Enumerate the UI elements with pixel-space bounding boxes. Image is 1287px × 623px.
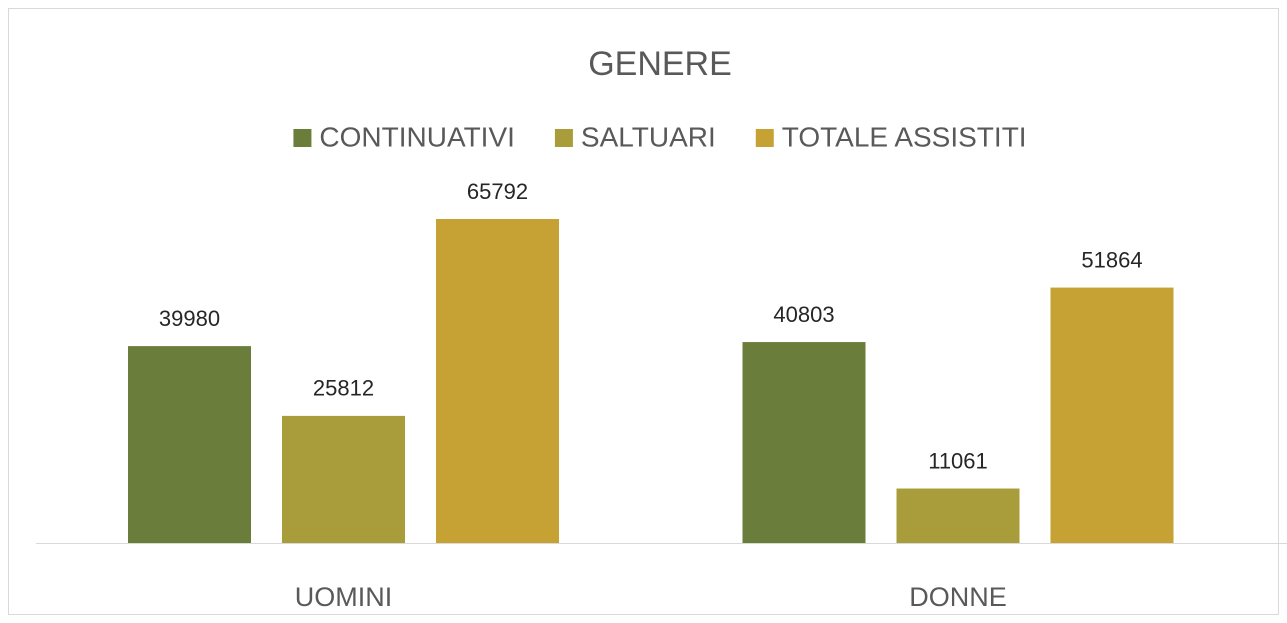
bar xyxy=(128,346,251,543)
legend-swatch xyxy=(554,129,573,147)
legend-label: SALTUARI xyxy=(581,121,716,152)
x-tick-label: UOMINI xyxy=(295,582,393,612)
data-label: 25812 xyxy=(313,376,374,401)
x-tick-label: DONNE xyxy=(909,582,1007,612)
bar xyxy=(896,488,1020,543)
data-label: 39980 xyxy=(159,306,220,331)
bar xyxy=(742,342,866,543)
legend-label: TOTALE ASSISTITI xyxy=(782,121,1027,152)
data-label: 51864 xyxy=(1081,247,1142,272)
bar xyxy=(436,219,559,543)
bar xyxy=(1050,287,1174,543)
data-label: 65792 xyxy=(467,179,528,204)
bar xyxy=(282,415,405,543)
legend-swatch xyxy=(293,129,312,147)
legend-swatch xyxy=(755,129,774,147)
chart-title: GENERE xyxy=(588,45,732,83)
data-label: 40803 xyxy=(773,302,834,327)
legend-label: CONTINUATIVI xyxy=(319,121,514,152)
data-label: 11061 xyxy=(928,448,988,473)
